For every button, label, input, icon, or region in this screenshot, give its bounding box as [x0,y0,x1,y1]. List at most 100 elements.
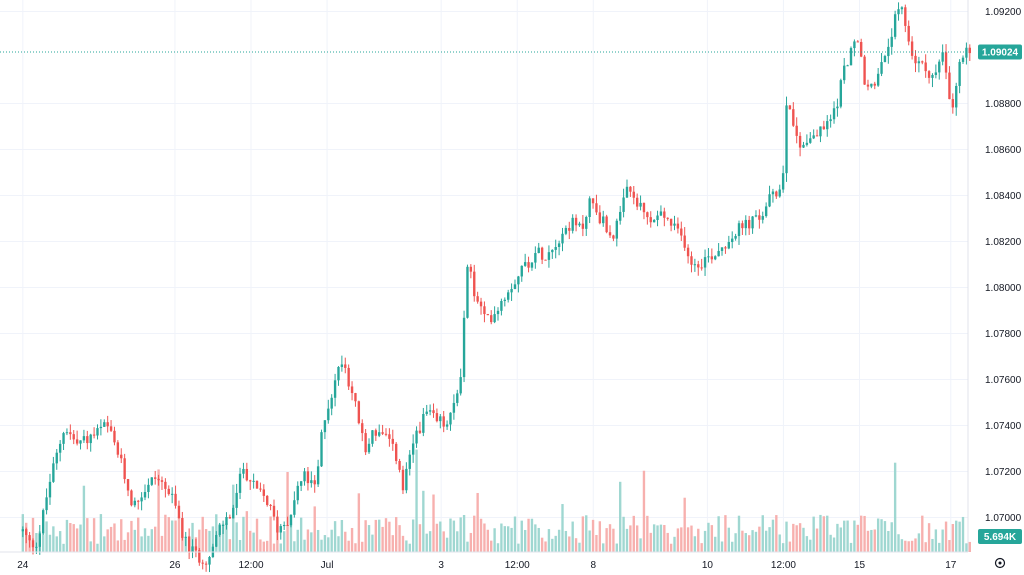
volume-bar [921,515,924,552]
candle-body [758,215,761,220]
time-axis[interactable]: 24 26 12:00 Jul 3 12:00 8 10 12:00 15 17 [17,560,957,571]
candle [958,59,961,94]
volume-bar [123,539,126,552]
time-tick-label: Jul [321,560,334,571]
candle [608,225,612,238]
candle-body [788,105,792,110]
candle [544,259,547,261]
candle [500,298,503,316]
candle [120,448,123,464]
volume-bar [218,523,221,552]
candle-body [741,223,744,229]
candle [378,424,381,438]
volume-bar [269,516,272,552]
volume-bar [252,532,255,552]
candle-body [38,533,41,547]
candle [167,485,170,496]
price-tick-label: 1.07000 [985,513,1022,524]
candle-body [961,57,965,62]
candle-body [201,562,204,564]
candle-body [58,443,62,453]
price-tick-label: 1.08200 [985,237,1022,248]
time-tick-label: 15 [854,560,866,571]
volume-bar [826,515,829,552]
candle [673,215,676,231]
candle-body [544,259,547,261]
volume-bar [931,538,934,552]
candle-body [154,477,157,479]
candle-body [442,416,445,427]
volume-bar [79,524,82,552]
price-axis[interactable]: 1.09200 1.08800 1.08600 1.08400 1.08200 1.080… [985,7,1022,524]
candle [354,392,357,407]
time-tick-label: 26 [169,560,181,571]
candle [924,54,927,78]
volume-bar [625,528,629,552]
candle [350,381,354,401]
volume-bar [282,531,286,552]
volume-bar [619,481,622,552]
volume-bar [456,531,459,552]
volume-bar [724,515,727,552]
candle [361,419,364,442]
candle [384,428,388,437]
volume-bar [235,522,238,552]
volume-bar [812,516,815,552]
candle [581,215,585,237]
candle-body [703,257,707,268]
volume-bar [394,517,398,552]
candle-body [476,296,479,302]
candle-body [680,228,683,236]
volume-bar [523,529,527,552]
volume-bar [652,524,656,552]
volume-bar [58,531,62,552]
volume-bar [425,533,428,552]
candle-body [25,529,28,536]
candle [676,217,680,234]
settings-gear-icon[interactable] [994,557,1006,569]
candle [856,40,859,43]
candle [744,215,747,236]
candle-body [52,463,55,482]
candle-body [686,247,690,257]
candle-body [269,504,272,506]
volume-bar [598,521,602,552]
candle-body [642,202,646,213]
volume-bar [517,543,520,552]
candle [38,525,41,555]
candle-body [473,271,476,297]
candle-body [432,410,435,414]
volume-bar [557,529,561,552]
candle [425,404,428,416]
volume-bar [513,516,517,552]
candle [486,313,490,316]
candle [174,485,177,509]
candle-body [452,402,456,413]
candle [191,539,194,559]
candle [574,214,578,232]
candle-body [812,135,815,139]
candle [422,407,425,437]
candle-body [157,478,160,481]
candle-body [418,430,422,433]
candle-body [113,430,116,443]
candle [452,394,456,420]
candle [208,555,211,573]
volume-bar [120,519,123,552]
candle [194,538,198,558]
candle-body [208,557,211,565]
candle-body [914,55,917,64]
candle-body [571,217,574,231]
candle [700,258,703,271]
candle-body [143,491,147,498]
candle-body [103,422,106,427]
candle-body [357,401,361,424]
candle [296,481,299,505]
volume-bar [225,522,228,552]
time-tick-label: 12:00 [238,560,263,571]
candle-body [870,83,873,87]
candle [245,462,249,482]
volume-bar [320,539,323,552]
volume-bar [364,520,367,552]
